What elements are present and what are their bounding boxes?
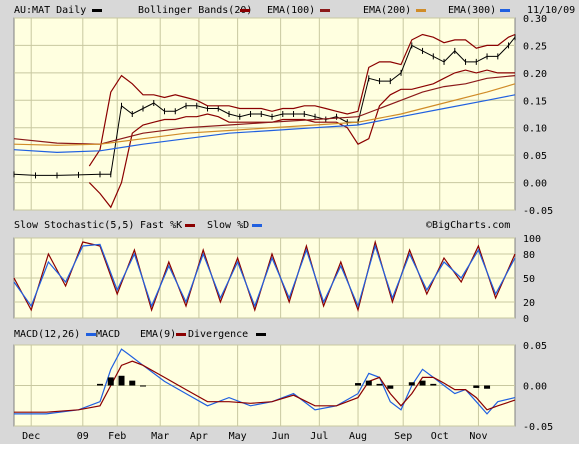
x-tick-label: Mar	[151, 431, 169, 442]
x-tick-label: Apr	[190, 431, 208, 442]
divergence-bar	[107, 377, 114, 386]
y-tick-label-macd: -0.05	[523, 422, 553, 433]
y-tick-label-macd: 0.00	[523, 382, 547, 393]
x-tick-label: Jul	[310, 431, 328, 442]
divergence-bar	[118, 375, 125, 386]
x-tick-label: Jun	[272, 431, 290, 442]
macd-ema-swatch	[176, 333, 186, 336]
stoch-fast-label: Fast %K	[140, 220, 182, 231]
divergence-bar	[430, 383, 437, 386]
ema300-swatch	[500, 9, 510, 12]
series-macd	[14, 348, 516, 415]
divergence-bar	[97, 383, 104, 386]
series-ema-300-	[13, 94, 516, 154]
watermark: ©BigCharts.com	[426, 220, 510, 231]
divergence-bar	[376, 383, 383, 386]
divergence-bar	[129, 380, 136, 386]
y-tick-label-price: 0.10	[523, 124, 547, 135]
stoch-fast-swatch	[185, 224, 195, 227]
stoch-slow-label: Slow %D	[207, 220, 249, 231]
series-upper-band	[88, 33, 516, 167]
series-lower-band	[88, 69, 515, 209]
series-ema-100-	[13, 75, 516, 145]
bb-label: Bollinger Bands(20)	[138, 5, 252, 16]
divergence-bar	[387, 385, 394, 389]
macd-title: MACD(12,26)	[14, 329, 80, 340]
x-tick-label: Feb	[108, 431, 126, 442]
symbol-label: AU:MAT Daily	[14, 5, 86, 16]
x-tick-label: Dec	[22, 431, 40, 442]
chart-date: 11/10/09	[527, 5, 575, 16]
series-slow-d	[13, 243, 516, 308]
ema100-swatch	[320, 9, 330, 12]
y-tick-label-price: 0.15	[523, 96, 547, 107]
ema100-label: EMA(100)	[267, 5, 315, 16]
ema300-label: EMA(300)	[448, 5, 496, 16]
divergence-bar	[140, 385, 147, 387]
macd-ema-label: EMA(9)	[140, 329, 176, 340]
macd-swatch	[86, 333, 96, 336]
divergence-bar	[365, 380, 372, 386]
divergence-bar	[408, 382, 415, 386]
x-tick-label: 09	[77, 431, 89, 442]
y-tick-label-price: 0.20	[523, 69, 547, 80]
x-tick-label: Oct	[431, 431, 449, 442]
x-tick-label: Aug	[349, 431, 367, 442]
y-tick-label-stochastic: 0	[523, 314, 529, 325]
bb-swatch	[240, 9, 250, 12]
series-ema-9-	[14, 360, 516, 413]
x-tick-label: Nov	[469, 431, 487, 442]
y-tick-label-price: -0.05	[523, 206, 553, 217]
y-tick-label-price: 0.00	[523, 179, 547, 190]
y-tick-label-stochastic: 50	[523, 274, 535, 285]
divergence-bar	[484, 385, 491, 389]
symbol-swatch	[92, 9, 102, 12]
y-tick-label-stochastic: 20	[523, 298, 535, 309]
y-tick-label-price: 0.30	[523, 14, 547, 25]
divergence-swatch	[256, 333, 266, 336]
x-tick-label: Sep	[394, 431, 412, 442]
y-tick-label-stochastic: 80	[523, 250, 535, 261]
stoch-slow-swatch	[252, 224, 262, 227]
y-tick-label-price: 0.05	[523, 151, 547, 162]
divergence-bar	[473, 385, 480, 388]
series-ema-200-	[13, 83, 516, 146]
y-tick-label-stochastic: 100	[523, 234, 541, 245]
divergence-bar	[419, 380, 426, 386]
y-tick-label-price: 0.25	[523, 41, 547, 52]
y-tick-label-macd: 0.05	[523, 341, 547, 352]
divergence-label: Divergence	[188, 329, 248, 340]
divergence-bar	[355, 383, 362, 386]
series-price	[13, 36, 516, 176]
x-tick-label: May	[229, 431, 247, 442]
macd-label: MACD	[96, 329, 120, 340]
ema200-label: EMA(200)	[363, 5, 411, 16]
stoch-title: Slow Stochastic(5,5)	[14, 220, 134, 231]
panel-price-bg	[13, 17, 516, 211]
ema200-swatch	[416, 9, 426, 12]
